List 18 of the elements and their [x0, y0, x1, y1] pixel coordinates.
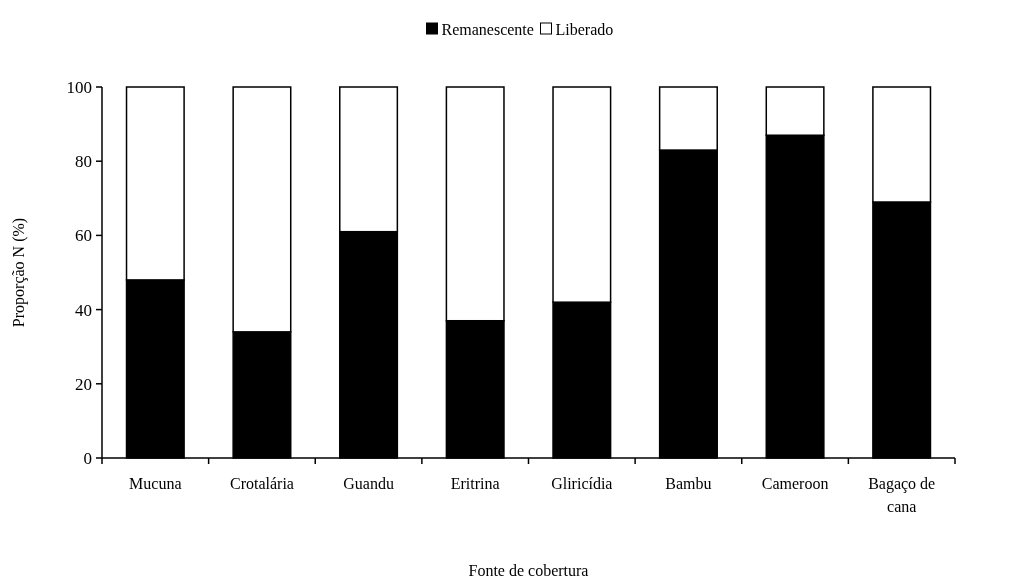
x-tick-label: Crotalária — [229, 475, 294, 492]
x-tick-label: Cameroon — [761, 475, 829, 492]
legend-label: Liberado — [555, 20, 614, 38]
y-tick-label: 100 — [66, 77, 92, 97]
y-tick-label: 0 — [83, 448, 92, 468]
y-tick-label: 40 — [75, 300, 92, 320]
x-tick-label: Gliricídia — [551, 475, 613, 492]
x-axis-title: Fonte de cobertura — [468, 562, 589, 579]
x-tick-label: Guandu — [343, 475, 394, 492]
x-tick-label: Eritrina — [450, 475, 500, 492]
y-tick-label: 60 — [75, 226, 92, 246]
legend-label: Remanescente — [441, 20, 534, 38]
y-tick-label: 20 — [75, 374, 92, 394]
x-tick-label: Bambu — [665, 475, 712, 492]
x-tick-label: Mucuna — [129, 475, 182, 492]
x-tick-label: Bagaço de cana — [868, 475, 936, 515]
y-tick-label: 80 — [75, 152, 92, 172]
y-axis-title: Proporção N (%) — [10, 217, 28, 328]
